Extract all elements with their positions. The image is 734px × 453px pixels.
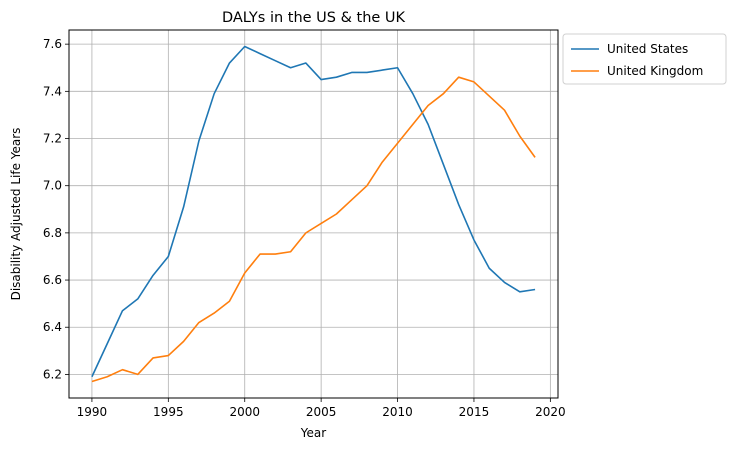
y-tick-label: 7.2 (43, 132, 62, 146)
legend-label: United States (607, 42, 688, 56)
y-tick-label: 6.6 (43, 273, 62, 287)
y-tick-label: 6.2 (43, 367, 62, 381)
plot-area-frame (68, 29, 559, 399)
x-axis: 1990 1995 2000 2005 2010 2015 2020 (77, 398, 566, 419)
y-axis: 6.2 6.4 6.6 6.8 7.0 7.2 7.4 7.6 (43, 37, 69, 381)
y-tick-label: 7.6 (43, 37, 62, 51)
x-tick-label: 2005 (306, 405, 337, 419)
x-tick-label: 1995 (153, 405, 184, 419)
legend-label: United Kingdom (607, 64, 703, 78)
x-tick-label: 1990 (77, 405, 108, 419)
series-line-united-states (91, 45, 536, 378)
legend: United States United Kingdom (562, 33, 727, 85)
series-layer (91, 45, 536, 383)
chart-title: DALYs in the US & the UK (222, 10, 406, 26)
y-tick-label: 7.4 (43, 84, 62, 98)
grid-layer (69, 30, 558, 398)
x-tick-label: 2015 (459, 405, 490, 419)
x-tick-label: 2000 (229, 405, 260, 419)
series-line-united-kingdom (91, 76, 536, 383)
y-tick-label: 6.8 (43, 226, 62, 240)
x-axis-title: Year (300, 426, 326, 440)
legend-box (562, 33, 727, 85)
x-tick-label: 2020 (535, 405, 566, 419)
y-tick-label: 6.4 (43, 320, 62, 334)
y-tick-label: 7.0 (43, 179, 62, 193)
y-axis-title: Disability Adjusted Life Years (9, 128, 23, 301)
x-tick-label: 2010 (382, 405, 413, 419)
